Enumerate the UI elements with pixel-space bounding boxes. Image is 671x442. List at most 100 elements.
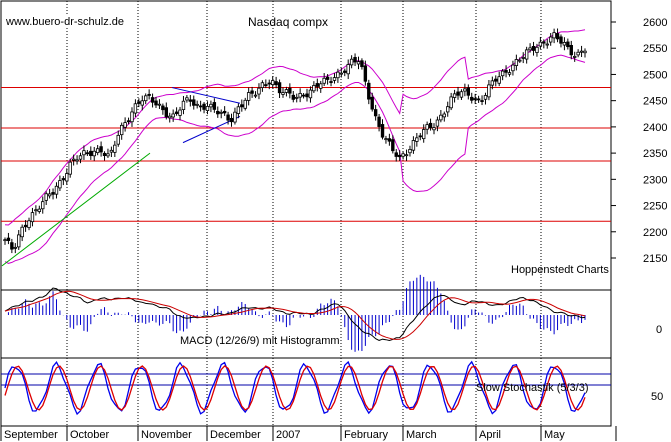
candle-body xyxy=(322,77,326,84)
candle-body xyxy=(58,180,62,189)
candle-body xyxy=(470,96,474,101)
candle-body xyxy=(573,56,577,58)
bollinger-upper xyxy=(4,29,586,226)
candle-body xyxy=(329,81,333,83)
annotation-hoppenstedt: Hoppenstedt Charts xyxy=(511,264,609,276)
candle-body xyxy=(181,100,186,110)
y-tick-label: 2200 xyxy=(643,227,667,239)
candle-body xyxy=(569,45,573,56)
y-tick-label: 2600 xyxy=(643,17,667,29)
candle-body xyxy=(137,101,141,104)
candle-body xyxy=(507,72,512,75)
candle-body xyxy=(150,97,155,103)
candle-body xyxy=(102,152,107,157)
month-label: October xyxy=(70,429,109,441)
candle-body xyxy=(315,83,320,87)
candle-body xyxy=(514,59,519,66)
candle-body xyxy=(85,152,90,155)
candle-body xyxy=(6,237,11,241)
candle-body xyxy=(99,146,103,153)
month-label: May xyxy=(544,429,565,441)
candle-body xyxy=(545,43,549,46)
candle-body xyxy=(192,99,196,106)
candle-body xyxy=(295,96,299,99)
candle-body xyxy=(236,106,241,114)
candle-body xyxy=(20,226,24,238)
candle-body xyxy=(75,159,79,162)
y-tick-label: 2300 xyxy=(643,174,667,186)
source-tag: www.buero-dr-schulz.de xyxy=(5,16,124,28)
candle-body xyxy=(195,103,199,106)
candle-body xyxy=(494,78,498,82)
candle-body xyxy=(113,144,117,153)
candle-body xyxy=(212,102,217,110)
candle-body xyxy=(23,224,28,228)
chart-frame xyxy=(0,0,612,427)
candle-body xyxy=(17,234,21,248)
candle-body xyxy=(583,50,587,54)
candle-body xyxy=(415,137,419,142)
stoch-d-line xyxy=(4,365,586,411)
candle-body xyxy=(487,84,491,98)
candle-body xyxy=(397,154,402,158)
candle-body xyxy=(428,122,433,129)
candle-body xyxy=(123,122,127,128)
candle-body xyxy=(349,58,354,66)
candle-body xyxy=(518,59,522,62)
candle-body xyxy=(367,82,371,100)
month-label: November xyxy=(141,429,192,441)
candle-body xyxy=(421,129,426,140)
candle-body xyxy=(140,100,144,106)
macd-signal-line xyxy=(4,290,586,340)
candle-body xyxy=(353,57,357,63)
candle-body xyxy=(312,85,316,92)
bollinger-bands xyxy=(4,29,586,264)
price-candles xyxy=(3,28,587,254)
uptrend-line xyxy=(1,152,151,267)
candle-body xyxy=(41,201,45,210)
candle-body xyxy=(555,33,560,40)
candle-body xyxy=(30,212,35,223)
month-label: March xyxy=(406,429,437,441)
candle-body xyxy=(446,106,450,113)
chart-title: Nasdaq compx xyxy=(248,15,328,29)
candle-body xyxy=(356,61,361,65)
candle-body xyxy=(281,92,285,95)
candle-body xyxy=(161,105,165,111)
candle-body xyxy=(250,90,254,94)
candle-body xyxy=(126,120,131,123)
stoch-fifty-tick: 50 xyxy=(651,391,663,403)
trend-line-blue-upper xyxy=(171,87,241,104)
candle-body xyxy=(305,93,309,98)
candle-body xyxy=(559,36,563,44)
candle-body xyxy=(346,64,350,75)
candle-body xyxy=(535,46,539,53)
candle-body xyxy=(363,65,368,82)
stoch-k-line xyxy=(4,360,586,416)
candle-body xyxy=(325,76,330,80)
candle-body xyxy=(524,49,529,60)
candle-body xyxy=(233,111,237,123)
candle-body xyxy=(277,82,282,94)
candle-body xyxy=(380,124,385,138)
candle-body xyxy=(411,140,416,151)
candle-body xyxy=(264,84,268,87)
candle-body xyxy=(504,69,508,73)
candle-body xyxy=(157,103,162,106)
candle-body xyxy=(401,153,405,157)
candle-body xyxy=(308,89,313,99)
candle-body xyxy=(473,98,477,100)
candle-body xyxy=(133,103,138,114)
source-tag-bg xyxy=(4,14,130,28)
candle-body xyxy=(3,239,7,242)
candle-body xyxy=(500,70,505,77)
candle-body xyxy=(452,93,457,98)
candle-body xyxy=(174,111,179,114)
candle-body xyxy=(78,155,83,160)
stochastic-panel xyxy=(1,360,611,416)
month-label: April xyxy=(479,429,501,441)
candle-body xyxy=(47,193,52,197)
candle-body xyxy=(373,109,378,117)
candle-body xyxy=(222,110,227,114)
candle-body xyxy=(185,97,189,101)
